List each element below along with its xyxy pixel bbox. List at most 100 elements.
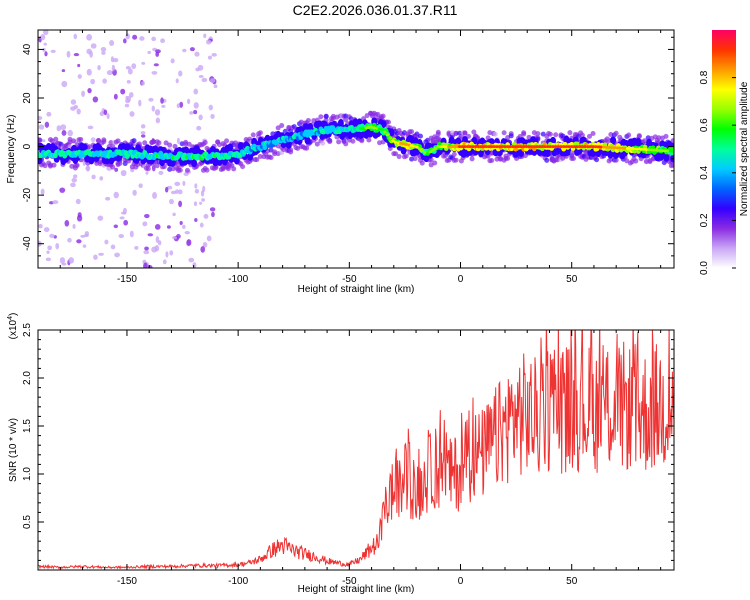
- spectrogram-peak-cell: [476, 145, 481, 148]
- spectrogram-halo-cell: [613, 130, 619, 136]
- spectrogram-noise-cell: [132, 189, 137, 196]
- spectrogram-peak-cell: [455, 145, 459, 148]
- spectrogram-noise-cell: [193, 88, 199, 95]
- spectrogram-noise-cell: [40, 188, 45, 195]
- spectrogram-y-tick-label: 40: [22, 43, 33, 55]
- spectrogram-halo-cell: [318, 114, 324, 120]
- spectrogram-noise-cell: [155, 117, 161, 124]
- spectrogram-noise-cell: [102, 78, 107, 84]
- snr-x-ticks: -150 -100 -50 0 50: [37, 330, 662, 587]
- spectrogram-peak-cell: [380, 128, 385, 131]
- spectrogram-peak-cell: [623, 146, 627, 150]
- spectrogram-halo-cell: [435, 129, 441, 135]
- spectrogram-noise-cell: [129, 230, 134, 238]
- spectrogram-peak-cell: [567, 145, 571, 148]
- spectrogram-noise-cell: [109, 39, 115, 47]
- spectrogram-peak-cell: [556, 145, 561, 148]
- spectrogram-noise-cell: [77, 63, 81, 68]
- spectrogram-noise-cell: [92, 96, 99, 103]
- spectrogram-halo-cell: [225, 166, 231, 172]
- spectrogram-halo-cell: [670, 162, 674, 168]
- spectrogram-halo-cell: [508, 133, 514, 139]
- spectrogram-halo-cell: [53, 136, 59, 142]
- spectrogram-halo-cell: [471, 129, 477, 135]
- spectrogram-halo-cell: [183, 141, 189, 147]
- spectrogram-halo-cell: [663, 133, 669, 139]
- spectrogram-halo-cell: [412, 156, 418, 162]
- spectrogram-peak-cell: [625, 147, 630, 150]
- spectrogram-peak-cell: [497, 145, 502, 148]
- spectrogram-peak-cell: [385, 133, 390, 137]
- spectrogram-noise-cell: [165, 186, 169, 193]
- spectrogram-noise-cell: [129, 111, 135, 117]
- spectrogram-halo-cell: [122, 161, 128, 167]
- spectrogram-halo-cell: [90, 137, 96, 143]
- spectrogram-peak-cell: [559, 145, 563, 148]
- snr-x-tick-label: -100: [228, 576, 248, 587]
- spectrogram-noise-cell: [120, 88, 126, 95]
- spectrogram-peak-cell: [441, 145, 446, 148]
- spectrogram-peak-cell: [585, 145, 590, 148]
- spectrogram-noise-cell: [119, 216, 125, 220]
- spectrogram-halo-cell: [85, 165, 91, 171]
- spectrogram-noise-cell: [178, 200, 183, 208]
- spectrogram-noise-cell: [138, 99, 142, 107]
- spectrogram-band-cell: [191, 159, 198, 168]
- spectrogram-noise-cell: [203, 33, 207, 39]
- spectrogram-noise-cell: [38, 116, 43, 121]
- spectrogram-noise-cell: [59, 187, 66, 193]
- spectrogram-noise-cell: [93, 254, 98, 260]
- spectrogram-peak-cell: [647, 148, 651, 152]
- spectrogram-noise-cell: [175, 78, 179, 84]
- spectrogram-noise-cell: [179, 221, 183, 225]
- spectrogram-peak-cell: [415, 145, 419, 149]
- spectrogram-noise-cell: [90, 78, 96, 85]
- spectrogram-noise-cell: [123, 219, 129, 226]
- spectrogram-noise-cell: [148, 97, 154, 102]
- spectrogram-noise-cell: [194, 188, 200, 194]
- spectrogram-peak-cell: [425, 152, 430, 155]
- spectrogram-peak-cell: [492, 145, 497, 148]
- spectrogram-halo-cell: [71, 138, 77, 144]
- spectrogram-halo-cell: [417, 133, 423, 139]
- spectrogram-noise-cell: [127, 68, 133, 75]
- spectrogram-peak-cell: [489, 145, 494, 148]
- spectrogram-halo-cell: [359, 138, 365, 144]
- snr-y-tick-label: 0.5: [22, 515, 33, 529]
- spectrogram-noise-cell: [202, 185, 206, 193]
- spectrogram-noise-cell: [104, 239, 109, 245]
- spectrogram-noise-cell: [46, 111, 52, 117]
- spectrogram-noise-cell: [151, 71, 158, 75]
- spectrogram-halo-cell: [38, 137, 43, 143]
- spectrogram-peak-cell: [473, 145, 478, 148]
- spectrogram-halo-cell: [323, 113, 329, 119]
- spectrogram-peak-cell: [609, 146, 614, 149]
- spectrogram-peak-cell: [668, 149, 673, 153]
- spectrogram-halo-cell: [453, 157, 459, 163]
- spectrogram-peak-cell: [593, 145, 598, 149]
- spectrogram-noise-cell: [209, 78, 216, 83]
- spectrogram-peak-cell: [617, 146, 622, 150]
- spectrogram-noise-cell: [196, 125, 202, 131]
- spectrogram-halo-cell: [451, 151, 457, 157]
- spectrogram-peak-cell: [463, 145, 467, 148]
- spectrogram-halo-cell: [186, 141, 192, 147]
- spectrogram-noise-cell: [145, 171, 149, 175]
- colorbar-gradient: [712, 30, 736, 268]
- spectrogram-noise-cell: [172, 236, 178, 240]
- spectrogram-noise-cell: [70, 106, 76, 111]
- colorbar-tick-label: 0.4: [699, 165, 710, 179]
- spectrogram-peak-cell: [471, 145, 475, 148]
- spectrogram-noise-cell: [106, 70, 113, 76]
- spectrogram-noise-cell: [193, 109, 198, 115]
- spectrogram-noise-cell: [86, 48, 92, 55]
- snr-x-tick-label: 0: [458, 576, 464, 587]
- spectrogram-noise-cell: [43, 227, 50, 233]
- snr-y-label: SNR (10 * v/v): [8, 418, 19, 482]
- spectrogram-halo-cell: [547, 131, 553, 137]
- spectrogram-peak-cell: [543, 145, 547, 148]
- spectrogram-x-tick-label: -100: [228, 274, 248, 285]
- spectrogram-peak-cell: [428, 150, 433, 154]
- spectrogram-noise-cell: [194, 51, 200, 57]
- spectrogram-noise-cell: [178, 189, 183, 195]
